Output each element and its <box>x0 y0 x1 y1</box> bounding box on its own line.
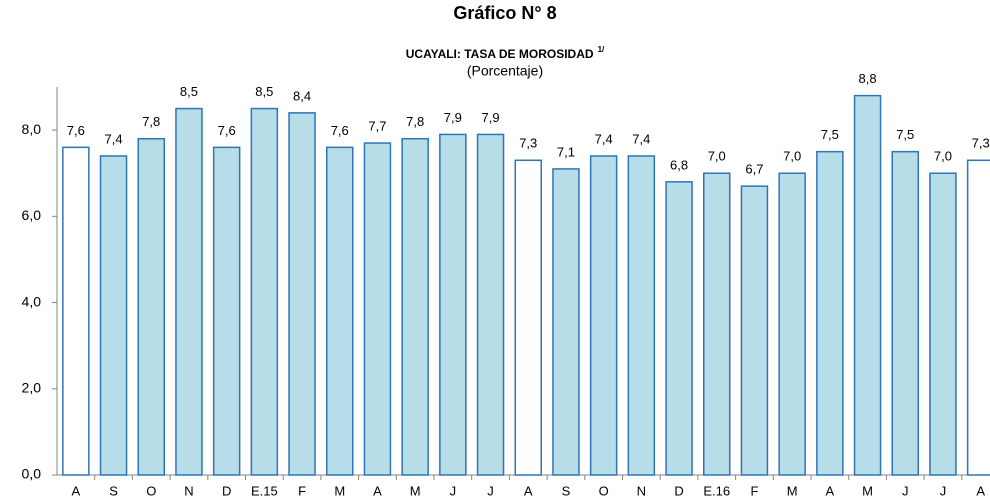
x-tick-label: D <box>222 483 231 498</box>
x-tick-label: N <box>637 483 646 498</box>
bar <box>929 172 957 476</box>
y-tick-label: 6,0 <box>22 207 42 223</box>
bar <box>665 181 693 476</box>
bar <box>552 168 580 476</box>
value-label: 7,4 <box>105 131 123 146</box>
x-tick-label: A <box>524 483 533 498</box>
bar <box>439 133 467 476</box>
x-tick-label: J <box>450 483 457 498</box>
x-tick-label: J <box>487 483 494 498</box>
x-tick-label: E.16 <box>703 483 730 498</box>
bar <box>326 146 354 476</box>
bar <box>476 133 505 476</box>
value-label: 7,1 <box>557 144 575 159</box>
x-tick-label: O <box>599 483 609 498</box>
value-label: 8,4 <box>293 88 311 103</box>
x-tick-label: A <box>72 483 81 498</box>
bar <box>212 146 241 476</box>
x-tick-label: F <box>750 483 758 498</box>
x-tick-label: M <box>862 483 873 498</box>
x-tick-label: M <box>787 483 798 498</box>
x-tick-label: F <box>298 483 306 498</box>
bar <box>853 94 882 476</box>
x-tick-label: A <box>976 483 985 498</box>
y-tick-label: 0,0 <box>22 466 42 482</box>
value-label: 8,5 <box>180 84 198 99</box>
bar <box>288 112 316 476</box>
y-tick-label: 2,0 <box>22 379 42 395</box>
x-tick-label: A <box>373 483 382 498</box>
value-label: 8,8 <box>859 71 877 86</box>
value-label: 7,5 <box>821 127 839 142</box>
subtitle-text: UCAYALI: TASA DE MOROSIDAD <box>406 47 594 61</box>
bar <box>401 137 429 476</box>
x-tick-label: S <box>562 483 571 498</box>
x-tick-label: E.15 <box>251 483 278 498</box>
bar <box>891 150 919 476</box>
bar <box>363 142 392 476</box>
value-label: 7,8 <box>406 114 424 129</box>
bar <box>514 159 542 476</box>
subtitle-note: 1/ <box>598 45 605 54</box>
value-label: 7,0 <box>934 149 952 164</box>
x-tick-label: O <box>146 483 156 498</box>
x-tick-label: D <box>674 483 683 498</box>
chart-subtitle: UCAYALI: TASA DE MOROSIDAD 1/ <box>406 45 605 61</box>
value-label: 7,6 <box>331 123 349 138</box>
value-label: 7,4 <box>595 131 613 146</box>
bar <box>175 107 203 476</box>
bar <box>966 159 990 476</box>
bar <box>740 185 769 476</box>
value-label: 7,6 <box>218 123 236 138</box>
bar <box>816 150 844 476</box>
bar <box>62 146 90 476</box>
bar <box>250 107 279 476</box>
x-tick-label: S <box>109 483 118 498</box>
value-label: 7,3 <box>972 136 990 151</box>
x-tick-label: J <box>902 483 909 498</box>
bar <box>589 155 618 476</box>
unit-label: (Porcentaje) <box>467 63 543 79</box>
value-label: 7,8 <box>142 114 160 129</box>
value-label: 7,9 <box>482 110 500 125</box>
x-tick-label: A <box>826 483 835 498</box>
value-label: 6,8 <box>670 157 688 172</box>
value-label: 7,9 <box>444 110 462 125</box>
x-tick-label: M <box>334 483 345 498</box>
value-label: 7,7 <box>368 118 386 133</box>
value-label: 7,3 <box>519 136 537 151</box>
value-label: 7,4 <box>632 131 650 146</box>
bar <box>99 155 128 476</box>
bar <box>627 155 656 476</box>
value-label: 6,7 <box>745 162 763 177</box>
x-tick-label: N <box>184 483 193 498</box>
bar <box>137 137 165 476</box>
value-label: 8,5 <box>255 84 273 99</box>
value-label: 7,0 <box>708 149 726 164</box>
y-tick-label: 8,0 <box>22 121 42 137</box>
value-label: 7,6 <box>67 123 85 138</box>
bar <box>778 172 806 476</box>
chart-title: Gráfico N° 8 <box>453 3 556 23</box>
bar <box>703 172 731 476</box>
x-tick-label: M <box>410 483 421 498</box>
value-label: 7,0 <box>783 149 801 164</box>
x-tick-label: J <box>940 483 947 498</box>
value-label: 7,5 <box>896 127 914 142</box>
y-tick-label: 4,0 <box>22 293 42 309</box>
